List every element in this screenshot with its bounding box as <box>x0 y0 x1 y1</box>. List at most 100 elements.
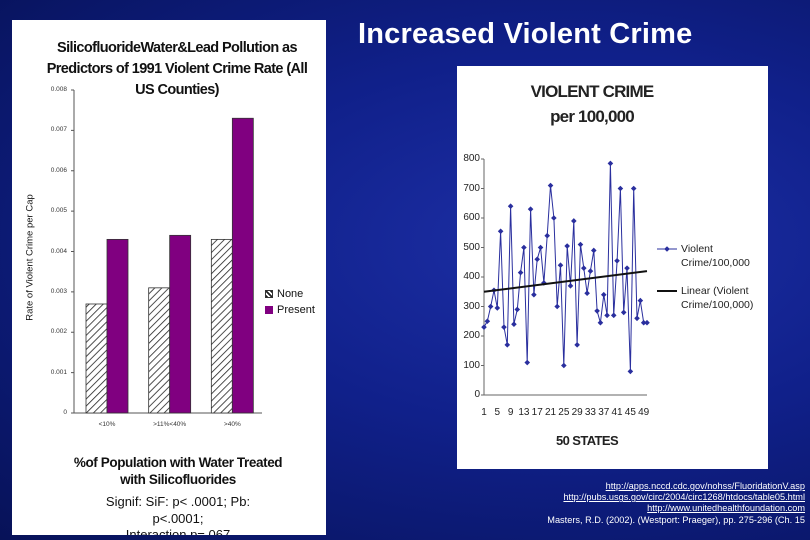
sources-list: http://apps.nccd.cdc.gov/nohss/Fluoridat… <box>547 481 805 526</box>
right-x-tick-label: 49 <box>638 407 650 418</box>
right-y-tick-label: 300 <box>463 300 480 312</box>
left-y-tick-label: 0.001 <box>50 368 67 376</box>
slide-title: Increased Violent Crime <box>358 18 693 50</box>
left-y-tick-label: 0.007 <box>50 126 67 134</box>
data-point <box>544 232 551 239</box>
left-y-tick-label: 0.004 <box>50 247 67 255</box>
right-chart-plot <box>481 158 677 396</box>
right-y-tick-label: 100 <box>463 359 480 371</box>
legend-swatch <box>265 290 273 299</box>
data-point <box>584 290 590 297</box>
bar-none <box>148 287 171 414</box>
legend-item-present: Present <box>265 304 315 316</box>
data-point <box>507 203 514 209</box>
data-point <box>557 262 564 268</box>
data-point <box>627 368 634 375</box>
data-point <box>594 308 600 314</box>
source-link-cdc[interactable]: http://apps.nccd.cdc.gov/nohss/Fluoridat… <box>605 481 805 491</box>
data-point <box>610 312 617 319</box>
source-citation: Masters, R.D. (2002). (Westport: Praeger… <box>547 514 805 525</box>
data-point <box>534 256 541 263</box>
right-y-tick-label: 700 <box>463 182 480 194</box>
data-point <box>501 324 507 330</box>
right-chart-xlabel: 50 STATES <box>555 433 619 448</box>
bar-none <box>85 303 108 414</box>
data-point <box>637 297 644 304</box>
source-link-usgs[interactable]: http://pubs.usgs.gov/circ/2004/circ1268/… <box>563 492 805 503</box>
data-point <box>580 265 587 271</box>
right-x-tick-label: 1 <box>481 407 487 418</box>
data-point <box>524 359 531 366</box>
right-x-tick-label: 25 <box>558 407 570 418</box>
source-link-uhf[interactable]: http://www.unitedhealthfoundation.com <box>647 503 805 514</box>
right-x-tick-label: 13 <box>518 407 530 418</box>
data-point <box>624 265 630 271</box>
data-point <box>537 244 544 251</box>
left-x-tick-label: >40% <box>223 421 241 428</box>
data-point <box>600 291 607 298</box>
left-y-tick-label: 0.006 <box>50 166 67 174</box>
data-point <box>634 315 640 322</box>
right-y-tick-label: 800 <box>463 153 480 164</box>
legend-label-violent: Violent Crime/100,000 <box>681 243 750 269</box>
linear-trend-line <box>483 270 648 293</box>
data-point <box>587 268 594 274</box>
left-x-tick-label: >11%<40% <box>153 421 187 428</box>
left-x-tick-label: <10% <box>98 421 116 428</box>
left-chart-panel: SilicofluorideWater&Lead Pollution as Pr… <box>12 20 326 535</box>
right-chart-panel: VIOLENT CRIME per 100,000 0 100 200 300 400 5… <box>457 66 768 469</box>
legend-swatch <box>265 306 273 315</box>
data-point <box>620 309 627 316</box>
data-point <box>481 324 487 330</box>
right-x-tick-label: 21 <box>544 407 557 418</box>
data-point <box>517 269 524 276</box>
data-point <box>511 321 517 327</box>
right-x-tick-label: 29 <box>571 407 583 418</box>
data-point <box>604 312 610 319</box>
right-x-tick-label: 37 <box>598 407 610 418</box>
legend-label-linear: Linear (Violent Crime/100,000) <box>681 285 754 311</box>
bar-none <box>210 238 233 414</box>
data-point <box>597 319 604 326</box>
right-x-tick-label: 45 <box>624 407 636 418</box>
data-point <box>571 218 577 224</box>
data-point <box>590 247 597 254</box>
data-point <box>484 318 491 325</box>
data-point <box>514 306 521 313</box>
data-point <box>547 182 554 189</box>
violent-crime-line <box>483 163 647 372</box>
data-point <box>644 319 650 326</box>
legend-label: None <box>277 288 304 300</box>
left-chart-xlabel: %of Population with Water Treated with S… <box>73 455 283 487</box>
data-point <box>531 291 537 298</box>
data-point <box>527 206 534 212</box>
left-y-tick-label: 0 <box>63 409 67 416</box>
legend-item-none: None <box>265 288 303 300</box>
right-x-tick-label: 9 <box>507 407 514 418</box>
left-chart-plot <box>71 89 262 414</box>
right-chart-title: VIOLENT CRIME per 100,000 <box>530 82 655 126</box>
bar-present <box>169 234 192 414</box>
data-point <box>487 303 494 310</box>
data-point <box>521 244 527 251</box>
significance-annotation: Signif: SiF: p< .0001; Pb: p<.0001; Inte… <box>105 494 251 535</box>
data-point <box>567 283 574 289</box>
legend-marker-violent <box>664 246 670 252</box>
left-y-tick-label: 0.008 <box>50 86 67 93</box>
data-point <box>564 243 570 249</box>
data-point <box>561 362 567 369</box>
right-y-tick-label: 600 <box>463 212 480 223</box>
data-point <box>554 303 560 310</box>
bar-present <box>231 117 254 414</box>
right-y-tick-label: 400 <box>463 271 480 282</box>
left-chart-title: SilicofluorideWater&Lead Pollution as Pr… <box>46 40 308 98</box>
data-point <box>497 228 504 235</box>
right-x-tick-label: 41 <box>611 407 623 418</box>
data-point <box>617 185 624 192</box>
right-x-tick-label: 33 <box>584 407 596 418</box>
data-point <box>577 241 584 248</box>
data-point <box>607 160 614 167</box>
data-point <box>551 215 557 221</box>
legend-label: Present <box>277 304 315 316</box>
data-point <box>574 342 580 348</box>
